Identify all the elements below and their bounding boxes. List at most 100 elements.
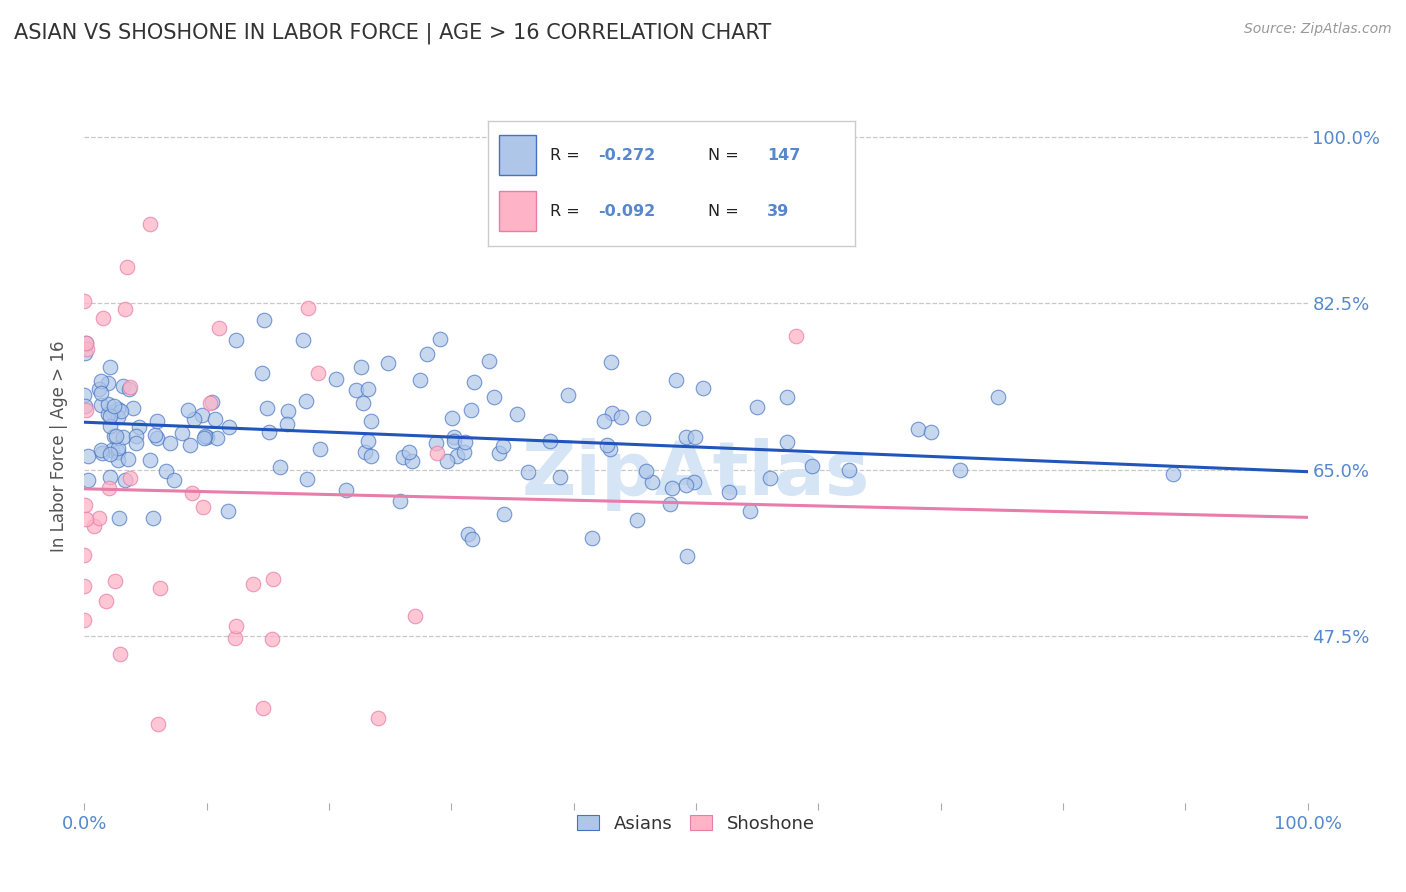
Text: ZipAtlas: ZipAtlas (522, 438, 870, 511)
Point (738, 504, 761, 518)
Point (683, 429, 706, 443)
Point (77, 473, 100, 487)
Point (110, 404, 132, 418)
Point (75, 498, 97, 512)
Point (987, 390, 1010, 404)
Point (124, 428, 146, 442)
Text: Source: ZipAtlas.com: Source: ZipAtlas.com (1244, 22, 1392, 37)
Point (73, 549, 96, 563)
Point (949, 463, 972, 477)
Point (718, 484, 741, 499)
Point (377, 356, 399, 370)
Point (104, 574, 127, 589)
Point (262, 573, 284, 587)
Point (252, 701, 274, 715)
Point (747, 401, 769, 415)
Point (107, 402, 129, 417)
Point (100, 409, 122, 423)
Point (357, 382, 380, 396)
Point (75, 346, 97, 360)
Point (641, 475, 664, 490)
Point (599, 442, 621, 457)
Point (401, 454, 423, 468)
Point (776, 390, 799, 404)
Point (352, 396, 374, 410)
Point (93, 311, 115, 326)
Point (146, 414, 169, 428)
Point (426, 446, 449, 460)
Point (506, 408, 529, 422)
Point (360, 414, 382, 428)
Point (73, 613, 96, 627)
Point (75, 403, 97, 417)
Point (98, 470, 121, 484)
Point (785, 329, 807, 343)
Point (920, 425, 942, 439)
Point (90, 446, 112, 460)
Point (159, 436, 181, 450)
Point (76, 342, 98, 356)
Point (309, 442, 332, 456)
Point (117, 260, 139, 274)
Point (108, 510, 131, 524)
Point (75, 336, 97, 351)
Point (626, 513, 648, 527)
Point (107, 410, 129, 425)
Point (162, 473, 184, 487)
Point (89, 511, 111, 525)
Point (194, 429, 217, 443)
Point (117, 451, 139, 466)
Point (90, 374, 112, 388)
Point (440, 411, 463, 425)
Point (73, 294, 96, 309)
Point (114, 473, 136, 487)
Point (73, 579, 96, 593)
Point (103, 429, 125, 443)
Point (692, 380, 714, 394)
Point (142, 511, 165, 525)
Point (120, 471, 142, 485)
Point (98, 359, 121, 374)
Legend: Asians, Shoshone: Asians, Shoshone (571, 808, 821, 840)
Point (259, 425, 281, 439)
Point (425, 436, 447, 450)
Point (107, 452, 129, 467)
Point (87, 382, 110, 396)
Point (149, 581, 172, 595)
Point (179, 438, 201, 452)
Point (482, 390, 505, 404)
Point (97, 376, 120, 390)
Point (295, 472, 318, 486)
Point (494, 508, 516, 522)
Point (661, 481, 683, 495)
Point (90, 385, 112, 400)
Point (429, 332, 451, 346)
Point (75, 336, 97, 351)
Point (335, 483, 357, 497)
Point (177, 403, 200, 417)
Point (297, 301, 319, 315)
Point (665, 373, 688, 387)
Point (193, 431, 215, 445)
Point (112, 379, 135, 393)
Point (201, 395, 224, 409)
Point (460, 403, 482, 417)
Point (98, 447, 121, 461)
Point (205, 431, 228, 445)
Point (800, 458, 823, 473)
Point (145, 431, 167, 445)
Point (146, 716, 169, 731)
Point (253, 313, 276, 327)
Point (443, 430, 465, 444)
Point (225, 333, 247, 347)
Point (250, 366, 273, 380)
Point (122, 401, 145, 416)
Point (76, 512, 98, 526)
Point (83, 518, 105, 533)
Point (76, 449, 98, 463)
Point (602, 407, 624, 421)
Point (492, 439, 515, 453)
Point (350, 360, 373, 375)
Point (90, 398, 112, 412)
Point (454, 434, 477, 449)
